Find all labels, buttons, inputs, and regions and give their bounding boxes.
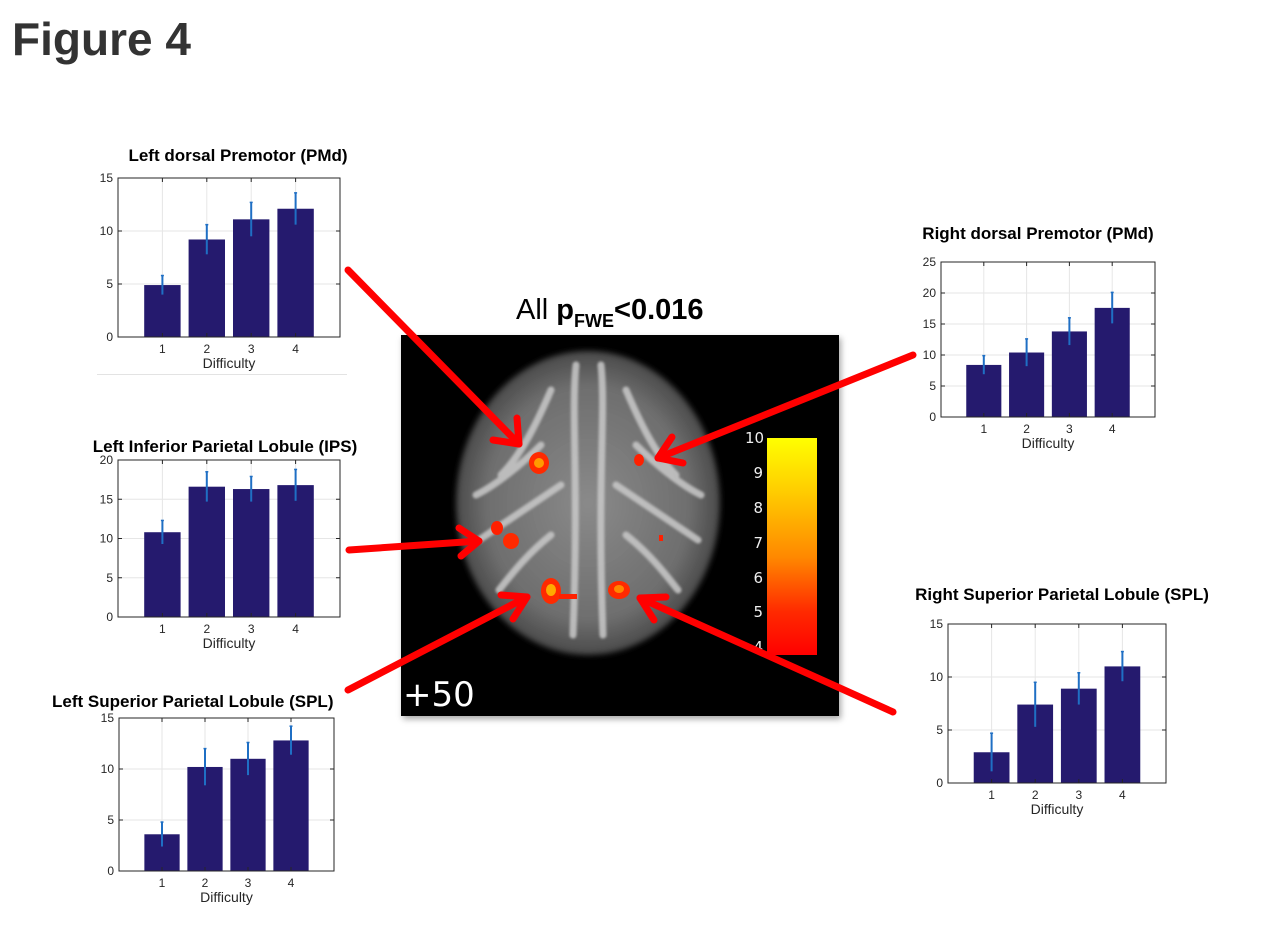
x-tick-label: 2 [1023,422,1030,436]
y-tick-label: 0 [107,864,114,878]
colorbar-tick: 4 [753,638,763,656]
colorbar-tick: 6 [753,569,763,587]
bar [232,489,270,617]
y-tick-label: 20 [100,453,114,467]
chart-title-left-pmd: Left dorsal Premotor (PMd) [128,146,348,165]
chart-title-left-spl: Left Superior Parietal Lobule (SPL) [52,692,334,711]
y-tick-label: 5 [107,813,114,827]
y-tick-label: 15 [100,171,114,185]
x-tick-label: 3 [248,342,255,356]
bar [230,758,266,871]
colorbar-tick: 7 [753,534,763,552]
y-tick-label: 20 [923,286,937,300]
x-tick-label: 1 [159,342,166,356]
x-tick-label: 1 [988,788,995,802]
significance-label: All pFWE<0.016 [516,294,704,332]
axes-box [940,261,1156,418]
panel-separator [97,374,347,375]
bar [188,486,226,617]
x-tick-label: 4 [288,876,295,890]
chart-title-right-spl: Right Superior Parietal Lobule (SPL) [915,585,1209,604]
y-tick-label: 0 [936,776,943,790]
x-axis-label: Difficulty [203,635,256,651]
x-tick-label: 3 [1066,422,1073,436]
y-tick-label: 10 [100,224,114,238]
brain-slice-image: +50 10 9 8 7 6 5 4 [401,335,839,716]
colorbar-tick: 9 [753,464,763,482]
significance-p: p [556,294,575,326]
colorbar-tick: 10 [745,429,765,447]
significance-threshold: <0.016 [614,294,704,326]
x-axis-label: Difficulty [1022,435,1075,451]
chart-panel-left-ips: Left Inferior Parietal Lobule (IPS) 0 5 10… [50,437,400,667]
chart-panel-left-pmd: Left dorsal Premotor (PMd) 0 5 10 15 1 2 3 4 Dif… [68,146,408,376]
x-tick-label: 2 [203,622,210,636]
x-tick-label: 1 [159,622,166,636]
bar [144,532,181,617]
y-tick-label: 5 [936,723,943,737]
x-tick-label: 4 [292,342,299,356]
x-tick-label: 2 [202,876,209,890]
bar [1094,307,1130,417]
bar-chart-left-ips: 0 5 10 15 20 1 2 3 4 Difficulty [100,453,341,651]
y-tick-label: 0 [929,410,936,424]
significance-subscript: FWE [574,311,615,331]
colorbar-tick: 8 [753,499,763,517]
y-tick-label: 15 [100,492,114,506]
bar [273,740,309,871]
colorbar-tick: 5 [753,603,763,621]
bar [232,219,270,337]
x-tick-label: 3 [248,622,255,636]
y-tick-label: 15 [930,617,944,631]
activation-clusters [491,452,663,604]
y-tick-label: 10 [101,762,115,776]
bar-chart-right-spl: 0 5 10 15 1 2 3 4 Difficulty [930,617,1167,817]
x-tick-label: 2 [1032,788,1039,802]
chart-title-left-ips: Left Inferior Parietal Lobule (IPS) [92,437,358,456]
axes-box [118,717,335,872]
bar-chart-left-pmd: 0 5 10 15 1 2 3 4 Difficulty [100,171,341,371]
slice-coordinate-label: +50 [403,675,475,715]
x-axis-label: Difficulty [1031,801,1084,817]
chart-panel-right-pmd: Right dorsal Premotor (PMd) 0 5 10 15 20 25 1 2… [888,224,1188,464]
y-tick-label: 0 [106,330,113,344]
x-tick-label: 3 [245,876,252,890]
bar-chart-left-spl: 0 5 10 15 1 2 3 4 Difficulty [101,711,335,905]
axes-box [947,623,1167,784]
y-tick-label: 15 [923,317,937,331]
chart-title-right-pmd: Right dorsal Premotor (PMd) [922,224,1154,243]
chart-panel-left-spl: Left Superior Parietal Lobule (SPL) 0 5 10… [48,692,408,922]
x-tick-label: 1 [159,876,166,890]
x-tick-label: 1 [980,422,987,436]
y-tick-label: 10 [100,532,114,546]
y-tick-label: 5 [929,379,936,393]
y-tick-label: 0 [106,610,113,624]
figure-title: Figure 4 [12,13,191,65]
colorbar [767,438,817,655]
y-tick-label: 5 [106,571,113,585]
x-tick-label: 3 [1075,788,1082,802]
x-tick-label: 4 [1109,422,1116,436]
x-tick-label: 4 [292,622,299,636]
bar-chart-right-pmd: 0 5 10 15 20 25 1 2 3 4 Difficulty [923,255,1156,451]
bar [277,485,314,617]
x-axis-label: Difficulty [200,889,253,905]
y-tick-label: 10 [923,348,937,362]
y-tick-label: 10 [930,670,944,684]
axes-box [117,177,341,338]
bar [277,208,314,337]
bar [1051,331,1087,417]
y-tick-label: 5 [106,277,113,291]
y-tick-label: 15 [101,711,115,725]
bar [188,239,226,337]
significance-prefix: All [516,294,557,326]
x-tick-label: 2 [203,342,210,356]
x-tick-label: 4 [1119,788,1126,802]
x-axis-label: Difficulty [203,355,256,371]
y-tick-label: 25 [923,255,937,269]
bar [1104,666,1141,783]
chart-panel-right-spl: Right Superior Parietal Lobule (SPL) 0 5 1… [876,585,1248,825]
